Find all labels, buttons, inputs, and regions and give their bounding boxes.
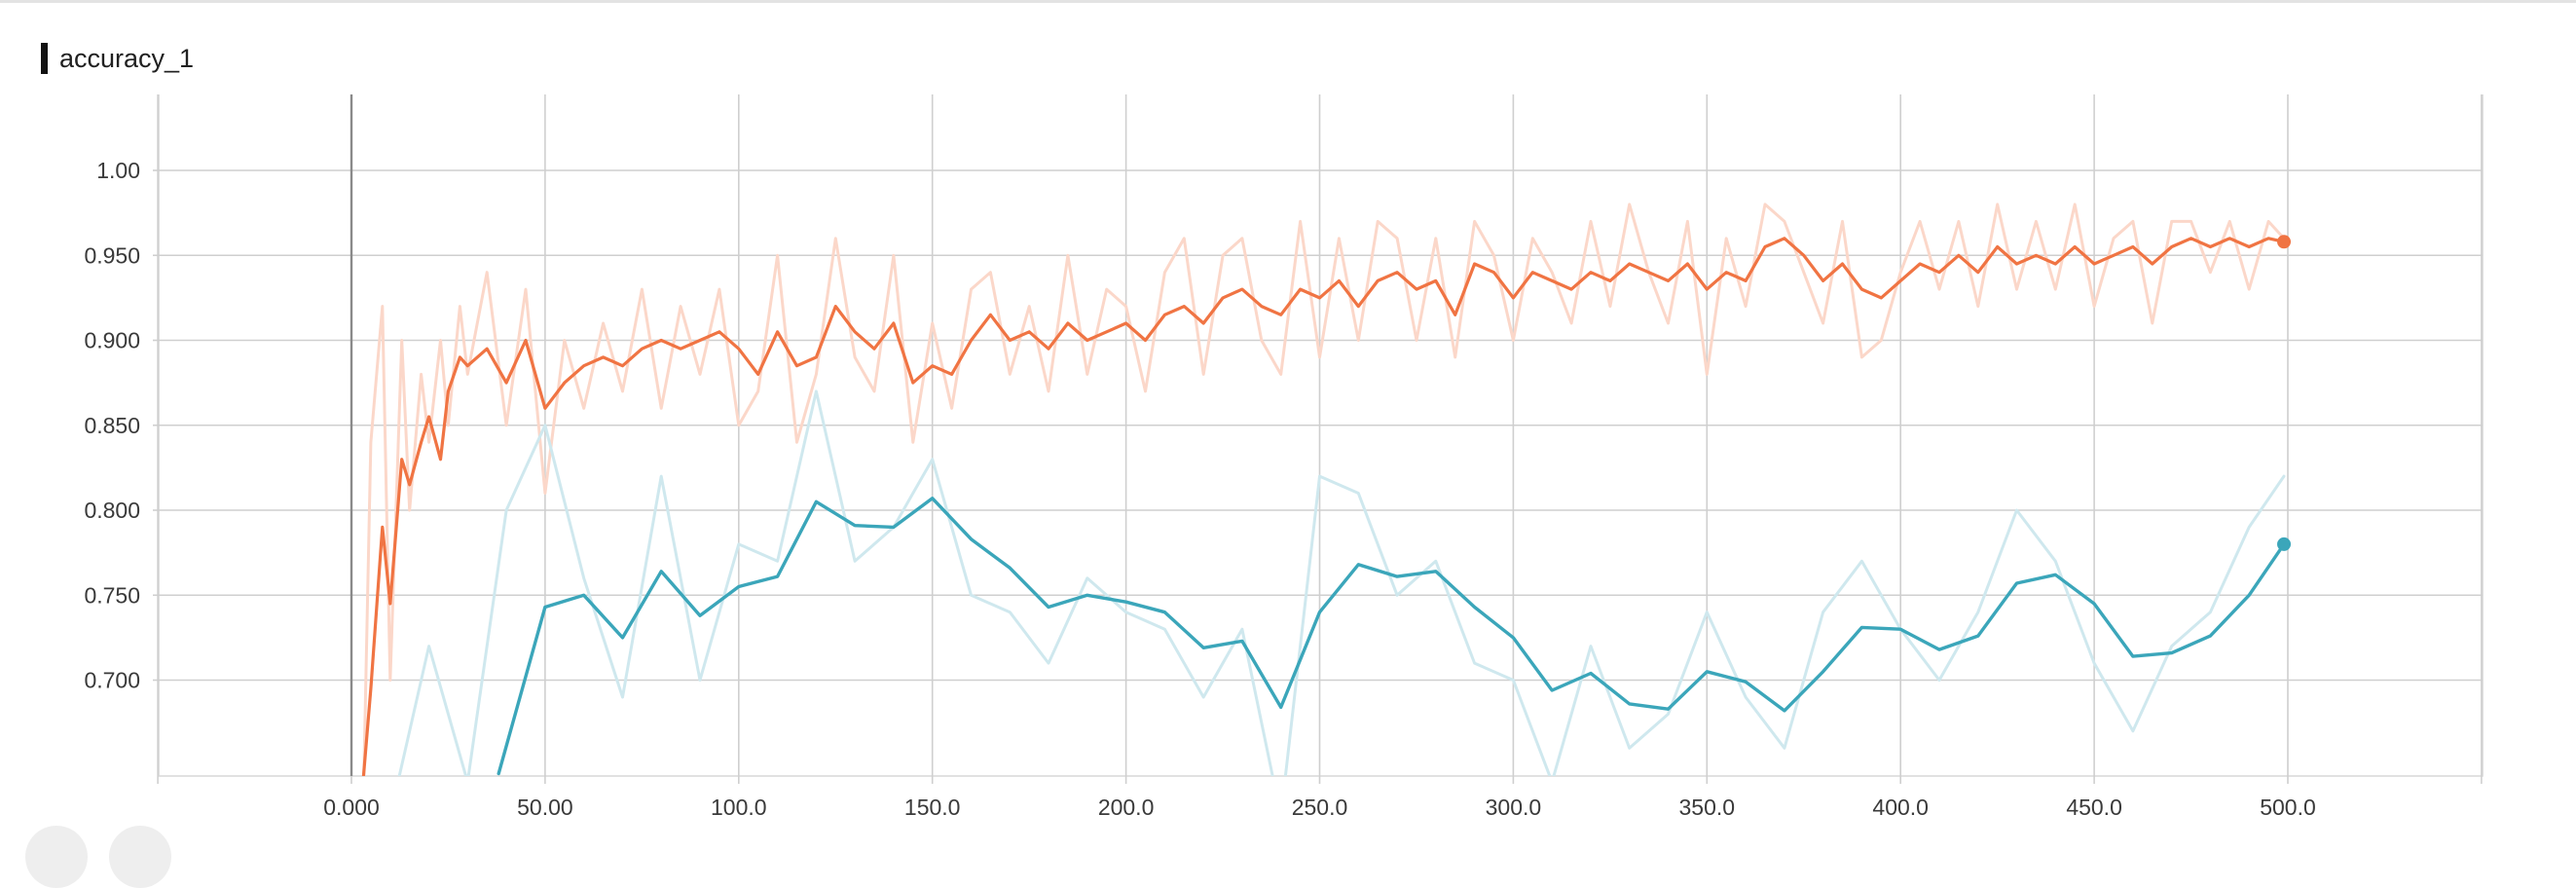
y-tick-label: 0.950 [84, 242, 140, 268]
series-layer [361, 203, 2286, 776]
x-tick-label: 400.0 [1872, 795, 1929, 820]
x-tick-label: 200.0 [1098, 795, 1155, 820]
y-tick-label: 0.700 [84, 668, 140, 693]
x-tick-label: 0.000 [323, 795, 380, 820]
end-point-train-smoothed[interactable] [2277, 235, 2292, 249]
series-line-train-raw [362, 203, 2286, 776]
grid-layer [153, 94, 2484, 784]
y-tick-label: 1.00 [96, 158, 140, 183]
accuracy-line-chart[interactable]: 0.700 0.750 0.800 0.850 0.900 0.950 1.00 0.000 5… [0, 0, 2576, 835]
top-divider [0, 0, 2576, 3]
series-line-train-smoothed [361, 237, 2286, 776]
x-tick-label: 450.0 [2066, 795, 2122, 820]
x-tick-label: 500.0 [2260, 795, 2316, 820]
y-tick-label: 0.750 [84, 582, 140, 608]
y-tick-label: 0.900 [84, 328, 140, 353]
end-point-eval-smoothed[interactable] [2277, 536, 2292, 551]
y-tick-label: 0.850 [84, 413, 140, 438]
chart-title-text: accuracy_1 [59, 43, 195, 73]
end-markers [2277, 235, 2292, 551]
x-tick-label: 150.0 [904, 795, 961, 820]
x-tick-label: 300.0 [1486, 795, 1542, 820]
x-tick-label: 50.00 [517, 795, 573, 820]
y-tick-label: 0.800 [84, 498, 140, 523]
series-line-eval-raw [397, 389, 2286, 776]
chart-card-title: accuracy_1 [41, 43, 194, 74]
x-tick-label: 100.0 [711, 795, 767, 820]
title-marker [41, 43, 48, 74]
series-line-eval-smoothed [497, 497, 2286, 776]
plot-frame [158, 94, 2484, 777]
x-tick-label: 350.0 [1679, 795, 1736, 820]
tick-labels: 0.700 0.750 0.800 0.850 0.900 0.950 1.00 0.000 5… [84, 158, 2315, 820]
x-tick-label: 250.0 [1292, 795, 1348, 820]
